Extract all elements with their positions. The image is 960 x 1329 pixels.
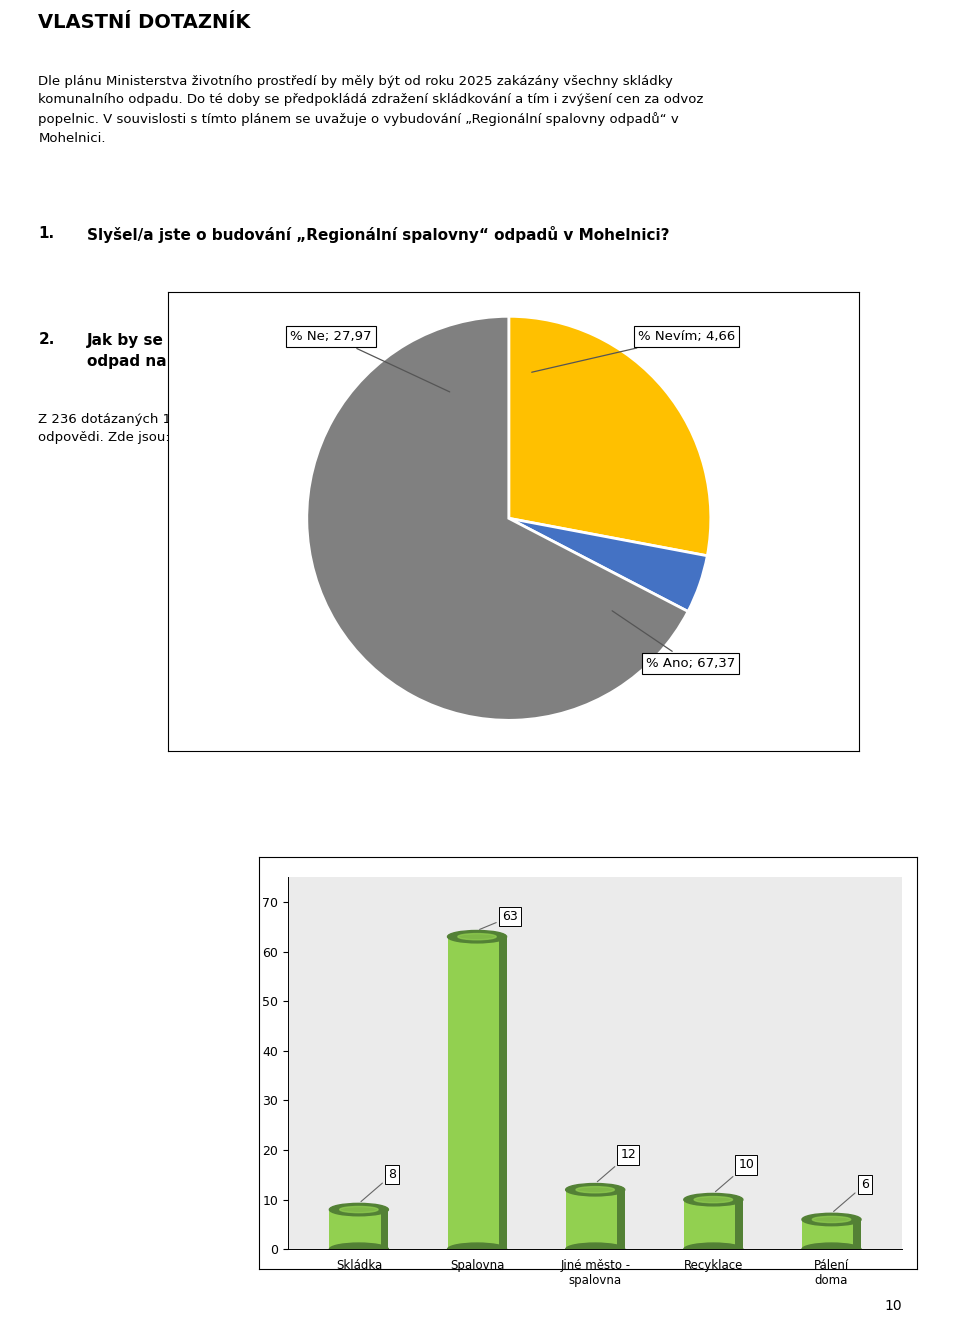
Text: VLASTNÍ DOTAZNÍK: VLASTNÍ DOTAZNÍK [38,13,251,32]
Text: 12: 12 [597,1148,636,1181]
Wedge shape [509,316,710,556]
Bar [802,1220,861,1249]
Text: % Ano; 67,37: % Ano; 67,37 [612,611,735,670]
Ellipse shape [447,930,507,942]
Ellipse shape [565,1243,625,1256]
Ellipse shape [694,1196,732,1203]
Text: 10: 10 [884,1298,901,1313]
Ellipse shape [576,1187,614,1193]
Bar [684,1200,743,1249]
Text: 63: 63 [480,910,518,929]
Ellipse shape [802,1243,861,1256]
Ellipse shape [329,1203,389,1216]
Ellipse shape [812,1216,851,1223]
Bar [565,1189,625,1249]
Bar [499,937,507,1249]
Bar [447,937,507,1249]
Text: Jak by se podle Vás dal po roce 2025, kdy nebude možnost vyvážet komunalní
odpad: Jak by se podle Vás dal po roce 2025, kd… [87,332,756,369]
Wedge shape [509,518,708,611]
Text: % Ne; 27,97: % Ne; 27,97 [290,330,449,392]
Ellipse shape [684,1193,743,1205]
Bar [617,1189,625,1249]
Ellipse shape [802,1213,861,1225]
Text: 10: 10 [715,1159,755,1192]
Ellipse shape [565,1184,625,1196]
Bar [329,1209,389,1249]
Text: 8: 8 [361,1168,396,1201]
Text: Dle plánu Ministerstva životního prostředí by měly být od roku 2025 zakázány vše: Dle plánu Ministerstva životního prostře… [38,74,704,145]
Text: Z 236 dotázaných 137respondentů neví, co by se mělo dělat s odpady po roce 2025.: Z 236 dotázaných 137respondentů neví, co… [38,412,747,444]
Ellipse shape [340,1207,378,1212]
Ellipse shape [447,1243,507,1256]
Text: 2.: 2. [38,332,55,347]
Bar [853,1220,861,1249]
Text: Slyšel/a jste o budování „Regionální spalovny“ odpadů v Mohelnici?: Slyšel/a jste o budování „Regionální spa… [87,226,669,243]
Ellipse shape [684,1243,743,1256]
Text: 6: 6 [833,1179,869,1212]
Text: % Nevím; 4,66: % Nevím; 4,66 [532,330,735,372]
Bar [735,1200,743,1249]
Wedge shape [307,316,688,720]
Bar [381,1209,389,1249]
Ellipse shape [458,933,496,940]
Ellipse shape [329,1243,389,1256]
Text: 1.: 1. [38,226,55,241]
